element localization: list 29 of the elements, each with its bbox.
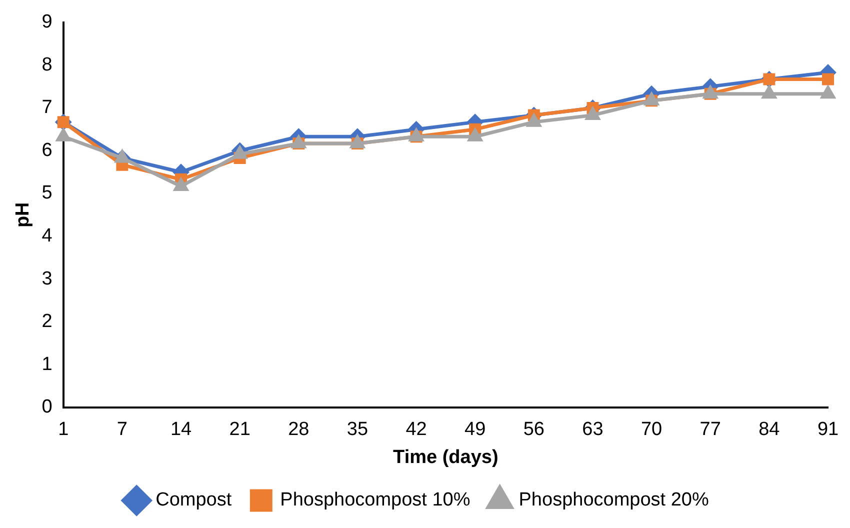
legend-label: Compost xyxy=(156,490,232,511)
x-tick-label: 14 xyxy=(170,419,192,440)
legend-label: Phosphocompost 20% xyxy=(518,490,709,511)
x-tick-label: 70 xyxy=(640,419,662,440)
x-tick-label: 91 xyxy=(817,419,839,440)
x-tick-label: 42 xyxy=(406,419,427,440)
y-tick-label: 7 xyxy=(42,97,52,118)
y-tick-label: 3 xyxy=(42,268,52,290)
x-tick-label: 1 xyxy=(58,419,69,440)
y-tick-label: 5 xyxy=(42,182,52,204)
legend-label: Phosphocompost 10% xyxy=(280,490,470,511)
x-tick-label: 63 xyxy=(582,419,604,440)
x-tick-label: 49 xyxy=(464,419,486,440)
x-tick-label: 77 xyxy=(700,419,721,440)
y-tick-label: 2 xyxy=(42,311,52,332)
x-tick-label: 21 xyxy=(229,419,250,440)
x-tick-label: 84 xyxy=(758,419,780,440)
y-axis-title: pH xyxy=(12,202,34,228)
y-tick-label: 1 xyxy=(42,354,52,375)
x-tick-label: 7 xyxy=(116,419,128,440)
x-tick-label: 35 xyxy=(346,419,368,440)
x-tick-label: 56 xyxy=(523,419,544,440)
y-tick-label: 9 xyxy=(42,12,52,33)
y-tick-label: 8 xyxy=(42,54,52,76)
x-tick-label: 28 xyxy=(288,419,310,440)
y-tick-label: 4 xyxy=(42,226,53,247)
y-tick-label: 6 xyxy=(42,140,52,161)
x-axis-title: Time (days) xyxy=(393,446,498,468)
y-tick-label: 0 xyxy=(42,396,52,418)
